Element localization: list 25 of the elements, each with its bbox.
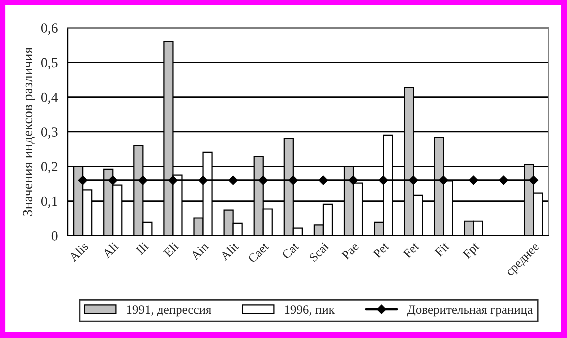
x-tick-label: Scai (309, 242, 330, 262)
y-axis-title: Значения индексов различия (23, 48, 36, 216)
y-tick-label: 0,3 (41, 128, 58, 139)
legend-label: 1996, пик (285, 306, 335, 316)
y-tick-label: 0,2 (41, 162, 58, 174)
x-tick-label: Ili (136, 242, 150, 256)
y-tick-label: 0,4 (41, 92, 58, 104)
x-tick-label: Eli (163, 242, 180, 258)
x-tick-label: Fit (434, 242, 450, 258)
legend-label: 1991, депрессия (127, 306, 212, 317)
y-tick-label: 0 (52, 232, 58, 241)
legend-label: Доверительная граница (407, 306, 533, 317)
x-tick-label: Alis (68, 242, 89, 262)
y-tick-label: 0,1 (41, 196, 58, 208)
x-tick-label: Fpt (462, 242, 482, 262)
x-tick-label: Fet (402, 242, 420, 259)
x-tick-label: Ain (190, 242, 210, 261)
x-tick-label: Pae (341, 242, 360, 260)
y-tick-label: 0,5 (41, 58, 58, 70)
x-tick-label: Ali (102, 242, 120, 259)
x-tick-label: Pet (372, 242, 390, 259)
x-tick-label: Cat (282, 242, 300, 260)
y-tick-label: 0,6 (41, 24, 58, 36)
x-tick-label: Alit (220, 242, 240, 262)
x-tick-label: Caet (248, 242, 270, 264)
